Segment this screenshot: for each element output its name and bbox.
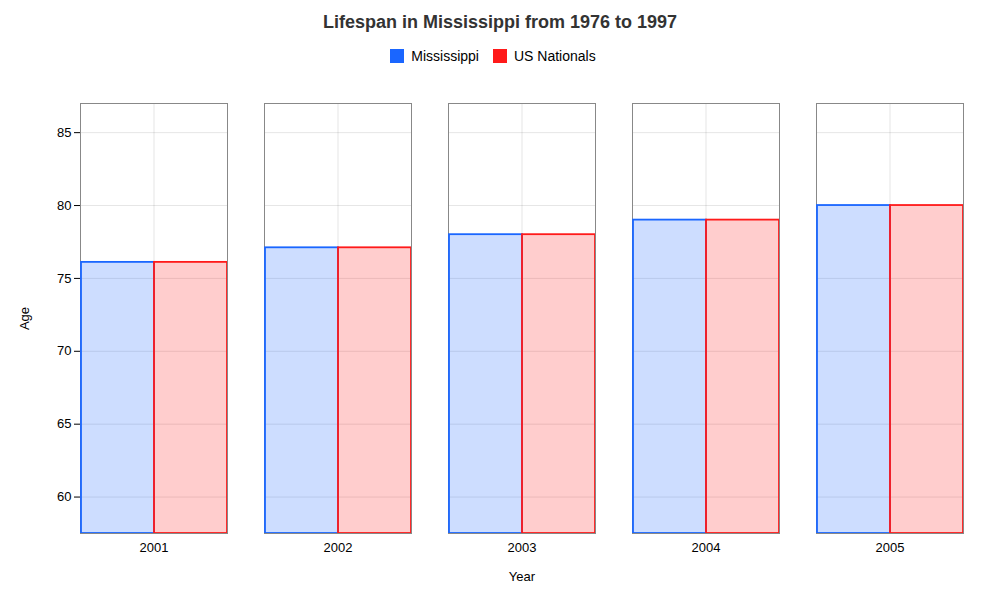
svg-text:85: 85 xyxy=(57,125,71,140)
svg-text:60: 60 xyxy=(57,489,71,504)
svg-text:70: 70 xyxy=(57,343,71,358)
html-text:US Nationals: US Nationals xyxy=(514,47,596,64)
svg-text:2005: 2005 xyxy=(876,540,905,555)
svg-text:2001: 2001 xyxy=(140,540,169,555)
html-text:Lifespan in Mississippi from 1: Lifespan in Mississippi from 1976 to 199… xyxy=(322,12,678,32)
svg-text:75: 75 xyxy=(57,271,71,286)
svg-text:Year: Year xyxy=(509,569,536,584)
svg-text:2003: 2003 xyxy=(508,540,537,555)
html-text:Mississippi: Mississippi xyxy=(411,47,479,64)
svg-text:Age: Age xyxy=(17,307,32,330)
svg-text:2002: 2002 xyxy=(324,540,353,555)
svg-text:65: 65 xyxy=(57,416,71,431)
svg-text:2004: 2004 xyxy=(692,540,721,555)
svg-text:80: 80 xyxy=(57,198,71,213)
